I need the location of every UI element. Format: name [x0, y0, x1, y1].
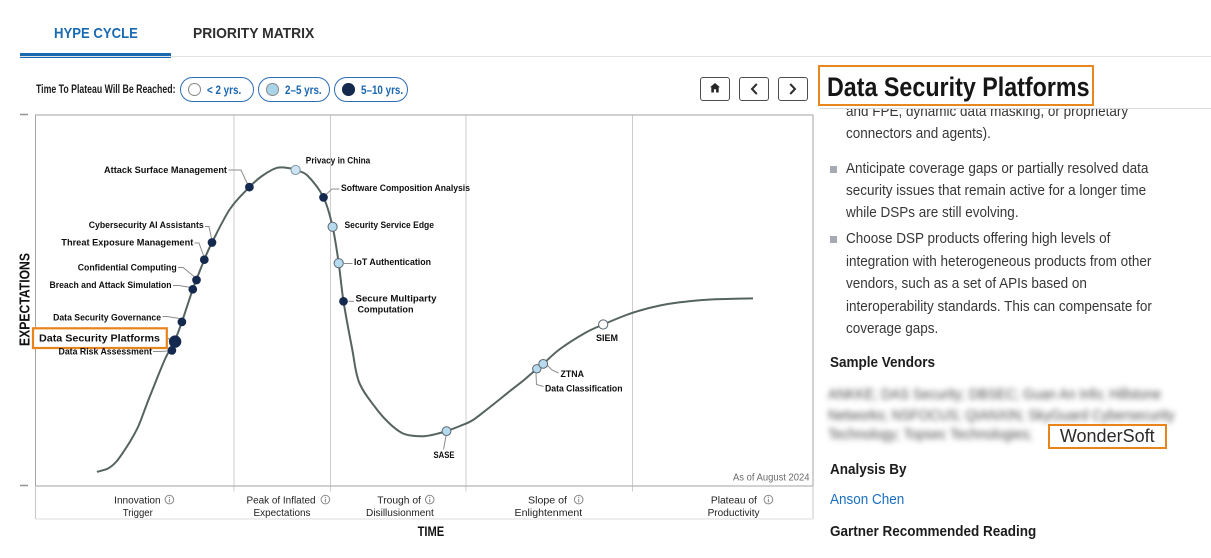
svg-text:Innovation: Innovation [114, 495, 161, 506]
svg-text:Privacy in China: Privacy in China [306, 156, 371, 166]
svg-text:SASE: SASE [434, 450, 455, 460]
svg-text:Data Security Governance: Data Security Governance [53, 313, 161, 323]
svg-text:Plateau of: Plateau of [711, 495, 757, 506]
svg-text:IoT Authentication: IoT Authentication [354, 257, 431, 267]
svg-text:Attack Surface Management: Attack Surface Management [104, 165, 227, 175]
svg-text:Slope of: Slope of [528, 495, 567, 506]
svg-text:Trigger: Trigger [123, 508, 154, 519]
svg-text:Peak of Inflated: Peak of Inflated [247, 495, 316, 506]
svg-text:Expectations: Expectations [254, 508, 311, 519]
svg-text:Trough of: Trough of [377, 495, 421, 506]
svg-text:Disillusionment: Disillusionment [366, 508, 434, 519]
svg-text:SIEM: SIEM [596, 333, 618, 343]
svg-text:Data Classification: Data Classification [545, 384, 623, 394]
svg-text:Threat Exposure Management: Threat Exposure Management [61, 238, 193, 248]
svg-text:Cybersecurity AI Assistants: Cybersecurity AI Assistants [89, 220, 204, 230]
svg-text:Data Risk Assessment: Data Risk Assessment [59, 347, 153, 357]
svg-text:Data Security Platforms: Data Security Platforms [39, 334, 160, 345]
svg-text:Software Composition Analysis: Software Composition Analysis [341, 183, 470, 193]
svg-text:ZTNA: ZTNA [561, 369, 585, 379]
svg-text:Security Service Edge: Security Service Edge [345, 220, 435, 230]
svg-text:TIME: TIME [418, 523, 445, 539]
svg-text:Confidential Computing: Confidential Computing [78, 263, 177, 273]
svg-text:Productivity: Productivity [708, 508, 760, 519]
svg-text:Enlightenment: Enlightenment [515, 508, 583, 519]
svg-text:As of August 2024: As of August 2024 [733, 473, 810, 484]
svg-text:Breach and Attack Simulation: Breach and Attack Simulation [50, 280, 172, 290]
svg-text:Computation: Computation [358, 305, 414, 315]
svg-text:Secure Multiparty: Secure Multiparty [356, 294, 437, 304]
svg-text:EXPECTATIONS: EXPECTATIONS [17, 253, 34, 346]
